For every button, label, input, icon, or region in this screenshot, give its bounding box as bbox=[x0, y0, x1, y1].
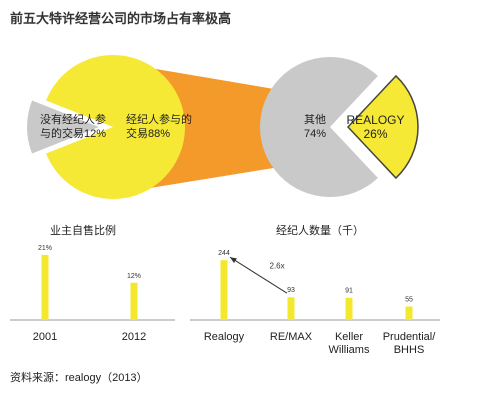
bar bbox=[130, 282, 138, 320]
slice-name: 经纪人参与的交易 bbox=[126, 114, 192, 140]
value-label: 91 bbox=[345, 288, 353, 295]
slice-name: 没有经纪人参与的交易 bbox=[40, 114, 106, 140]
source-note: 资料来源：realogy（2013） bbox=[10, 372, 148, 384]
slice-value-label: 88% bbox=[148, 128, 171, 140]
bar bbox=[220, 260, 228, 320]
arrow-head bbox=[230, 257, 237, 263]
x-tick-label: Keller Williams bbox=[328, 331, 370, 356]
slice-label: 没有经纪人参与的交易12% bbox=[40, 113, 112, 141]
bar bbox=[41, 254, 49, 320]
pie-slice bbox=[26, 100, 99, 154]
page-title: 前五大特许经营公司的市场占有率极高 bbox=[10, 11, 232, 26]
slice-value-label: 74% bbox=[303, 128, 327, 140]
slice-name: 其他 bbox=[304, 114, 326, 126]
slice-value-label: 12% bbox=[84, 128, 107, 140]
bar bbox=[345, 297, 353, 320]
chart-title: 经纪人数量（千） bbox=[276, 225, 364, 237]
value-label: 244 bbox=[218, 250, 230, 257]
slice-label: 其他 74% bbox=[290, 113, 340, 141]
x-tick-label: Realogy bbox=[203, 331, 245, 343]
annotation: 2.6x bbox=[270, 262, 285, 271]
x-tick-label: 2001 bbox=[32, 331, 58, 343]
x-tick-label: Prudential/BHHS bbox=[382, 331, 436, 356]
x-tick-label: RE/MAX bbox=[269, 331, 313, 343]
chart-title: 业主自售比例 bbox=[50, 225, 116, 237]
bar bbox=[287, 297, 295, 320]
connector bbox=[150, 68, 292, 188]
slice-label: REALOGY 26% bbox=[338, 113, 413, 141]
value-label: 93 bbox=[287, 287, 295, 294]
x-tick-label: 2012 bbox=[121, 331, 147, 343]
annotation-arrow bbox=[229, 256, 288, 294]
pie-slice bbox=[46, 55, 185, 200]
pie-slice bbox=[260, 57, 378, 198]
slice-label: 经纪人参与的交易88% bbox=[126, 113, 198, 141]
pie-slice bbox=[346, 74, 419, 180]
slice-name: REALOGY bbox=[346, 113, 405, 127]
value-label: 21% bbox=[38, 245, 52, 252]
value-label: 12% bbox=[127, 273, 141, 280]
bar bbox=[405, 306, 413, 320]
slice-value-label: 26% bbox=[363, 127, 388, 141]
value-label: 55 bbox=[405, 297, 413, 304]
